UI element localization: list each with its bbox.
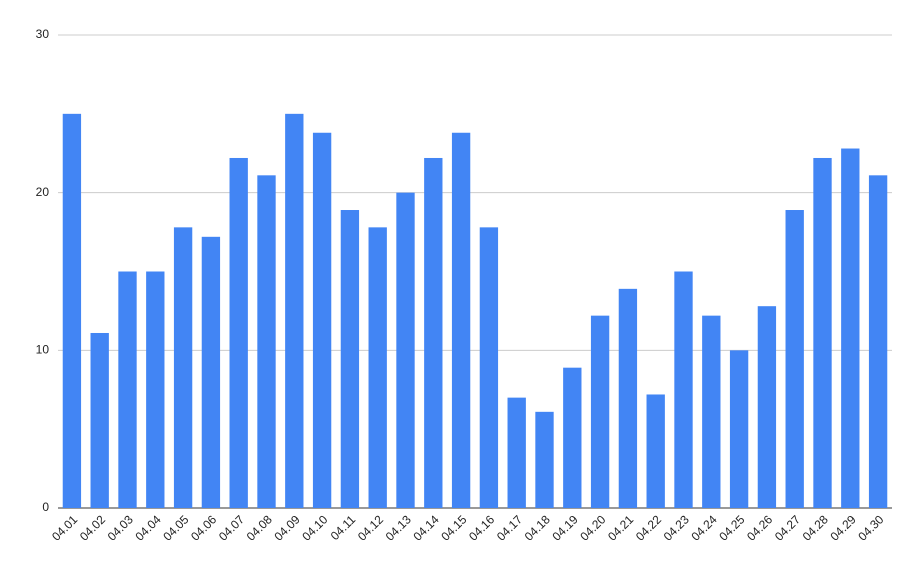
y-tick-label: 0 bbox=[42, 500, 49, 514]
x-tick-label: 04.16 bbox=[466, 512, 497, 543]
x-tick-label: 04.21 bbox=[605, 512, 636, 543]
x-tick-label: 04.17 bbox=[494, 512, 525, 543]
bar bbox=[841, 148, 860, 508]
y-tick-label: 20 bbox=[36, 185, 50, 199]
bar bbox=[646, 394, 665, 508]
bar bbox=[590, 315, 610, 508]
x-tick-label: 04.20 bbox=[577, 512, 608, 543]
x-tick-label: 04.07 bbox=[216, 512, 247, 543]
x-tick-label: 04.05 bbox=[160, 512, 191, 543]
bar bbox=[868, 175, 888, 508]
bar bbox=[118, 271, 137, 508]
bar bbox=[146, 271, 165, 508]
bar bbox=[729, 350, 749, 508]
y-tick-label: 10 bbox=[36, 343, 50, 357]
y-tick-label: 30 bbox=[36, 27, 50, 41]
x-tick-label: 04.25 bbox=[716, 512, 747, 543]
x-tick-label: 04.19 bbox=[550, 512, 581, 543]
x-tick-label: 04.13 bbox=[383, 512, 414, 543]
bar bbox=[62, 113, 82, 508]
x-tick-label: 04.12 bbox=[355, 512, 386, 543]
x-tick-label: 04.28 bbox=[800, 512, 831, 543]
x-tick-label: 04.10 bbox=[299, 512, 330, 543]
x-tick-label: 04.26 bbox=[744, 512, 775, 543]
bar bbox=[173, 227, 193, 508]
bar bbox=[424, 157, 443, 509]
bar bbox=[674, 271, 693, 508]
x-tick-label: 04.23 bbox=[661, 512, 692, 543]
x-tick-label: 04.08 bbox=[244, 512, 275, 543]
x-tick-label: 04.29 bbox=[828, 512, 859, 543]
x-tick-label: 04.02 bbox=[77, 512, 108, 543]
bar bbox=[201, 236, 221, 508]
bar bbox=[507, 397, 526, 508]
bar bbox=[312, 132, 332, 508]
x-tick-label: 04.22 bbox=[633, 512, 664, 543]
x-tick-label: 04.04 bbox=[133, 512, 164, 543]
bar bbox=[451, 132, 471, 508]
bar bbox=[535, 411, 554, 508]
x-tick-label: 04.14 bbox=[411, 512, 442, 543]
x-tick-label: 04.27 bbox=[772, 512, 803, 543]
x-tick-label: 04.15 bbox=[438, 512, 469, 543]
bar bbox=[229, 157, 248, 509]
x-tick-label: 04.24 bbox=[689, 512, 720, 543]
bar bbox=[563, 367, 582, 508]
bar bbox=[813, 157, 832, 509]
bar bbox=[618, 288, 638, 508]
x-tick-label: 04.09 bbox=[272, 512, 303, 543]
bar bbox=[757, 306, 777, 508]
bar bbox=[340, 210, 360, 508]
bar bbox=[90, 332, 109, 508]
bar bbox=[785, 210, 804, 508]
x-tick-label: 04.18 bbox=[522, 512, 553, 543]
bar bbox=[702, 315, 721, 508]
x-tick-label: 04.30 bbox=[855, 512, 886, 543]
x-tick-label: 04.03 bbox=[105, 512, 136, 543]
x-tick-label: 04.11 bbox=[328, 512, 359, 543]
x-tick-label: 04.06 bbox=[188, 512, 219, 543]
bar bbox=[285, 113, 304, 508]
bar bbox=[396, 192, 415, 508]
bar bbox=[257, 175, 276, 508]
bar bbox=[479, 227, 499, 508]
x-tick-label: 04.01 bbox=[49, 512, 80, 543]
bar bbox=[368, 227, 387, 508]
